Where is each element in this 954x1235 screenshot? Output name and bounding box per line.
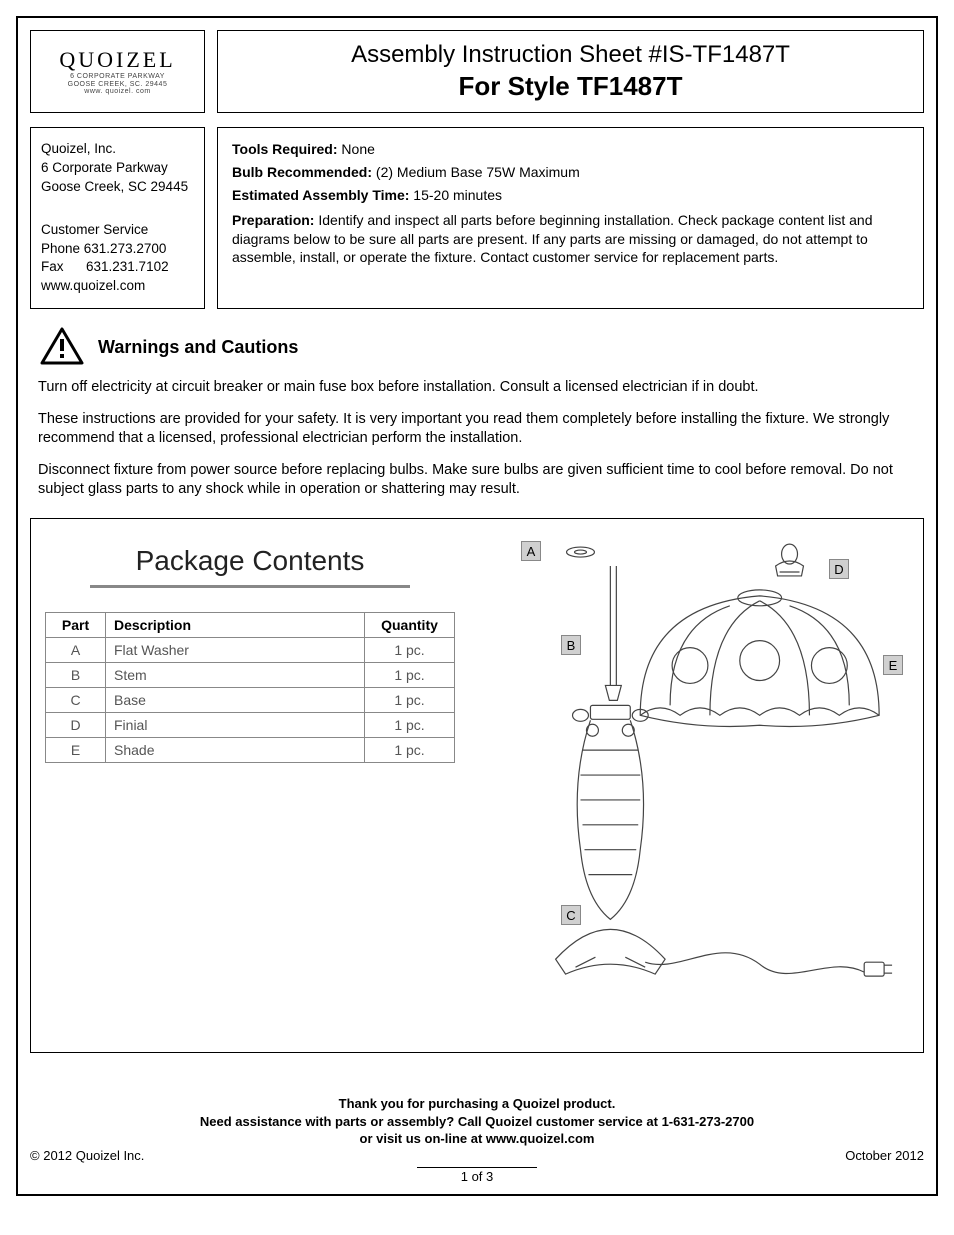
- cell-qty: 1 pc.: [365, 688, 455, 713]
- prep-label: Preparation:: [232, 212, 318, 228]
- parts-table: Part Description Quantity A Flat Washer …: [45, 612, 455, 763]
- bulb-line: Bulb Recommended: (2) Medium Base 75W Ma…: [232, 163, 909, 182]
- bulb-val: (2) Medium Base 75W Maximum: [376, 164, 580, 180]
- time-line: Estimated Assembly Time: 15-20 minutes: [232, 186, 909, 205]
- cell-qty: 1 pc.: [365, 638, 455, 663]
- footer-l3: or visit us on-line at www.quoizel.com: [30, 1130, 924, 1148]
- time-label: Estimated Assembly Time:: [232, 187, 413, 203]
- table-row: E Shade 1 pc.: [46, 738, 455, 763]
- col-part: Part: [46, 613, 106, 638]
- label-b: B: [561, 635, 581, 655]
- cell-desc: Shade: [106, 738, 365, 763]
- table-row: B Stem 1 pc.: [46, 663, 455, 688]
- package-section: Package Contents Part Description Quanti…: [30, 518, 924, 1053]
- company-fax: Fax 631.231.7102: [41, 258, 194, 277]
- brand-url: www. quoizel. com: [84, 88, 150, 96]
- col-qty: Quantity: [365, 613, 455, 638]
- diagram-svg: [471, 535, 909, 1035]
- table-row: D Finial 1 pc.: [46, 713, 455, 738]
- warn-p1: Turn off electricity at circuit breaker …: [38, 378, 916, 398]
- cell-desc: Flat Washer: [106, 638, 365, 663]
- brand-name: QUOIZEL: [59, 47, 175, 73]
- cell-part: D: [46, 713, 106, 738]
- page: QUOIZEL 6 CORPORATE PARKWAY GOOSE CREEK,…: [16, 16, 938, 1196]
- title-line1: Assembly Instruction Sheet #IS-TF1487T: [226, 41, 915, 69]
- brand-addr2: GOOSE CREEK, SC. 29445: [68, 81, 168, 89]
- cell-desc: Base: [106, 688, 365, 713]
- table-head-row: Part Description Quantity: [46, 613, 455, 638]
- warn-p3: Disconnect fixture from power source bef…: [38, 461, 916, 500]
- company-box: Quoizel, Inc. 6 Corporate Parkway Goose …: [30, 127, 205, 309]
- footer-l2: Need assistance with parts or assembly? …: [30, 1113, 924, 1131]
- info-row: Quoizel, Inc. 6 Corporate Parkway Goose …: [30, 127, 924, 309]
- tools-line: Tools Required: None: [232, 140, 909, 159]
- tools-label: Tools Required:: [232, 141, 341, 157]
- footer-date: October 2012: [845, 1148, 924, 1163]
- time-val: 15-20 minutes: [413, 187, 502, 203]
- cell-part: E: [46, 738, 106, 763]
- company-phone: Phone 631.273.2700: [41, 240, 194, 259]
- company-addr2: Goose Creek, SC 29445: [41, 178, 194, 197]
- cell-part: A: [46, 638, 106, 663]
- package-diagram: A B C D E: [471, 535, 909, 1038]
- cell-part: C: [46, 688, 106, 713]
- bulb-label: Bulb Recommended:: [232, 164, 376, 180]
- warnings-head: Warnings and Cautions: [34, 327, 920, 368]
- footer-center: Thank you for purchasing a Quoizel produ…: [30, 1095, 924, 1148]
- page-number: 1 of 3: [417, 1167, 537, 1184]
- footer-l1: Thank you for purchasing a Quoizel produ…: [30, 1095, 924, 1113]
- copyright-text: 2012 Quoizel Inc.: [43, 1148, 144, 1163]
- package-rule: [90, 585, 410, 588]
- cell-qty: 1 pc.: [365, 738, 455, 763]
- footer: Thank you for purchasing a Quoizel produ…: [30, 1095, 924, 1184]
- warnings-body: Turn off electricity at circuit breaker …: [34, 378, 920, 500]
- warnings-title: Warnings and Cautions: [98, 337, 298, 358]
- cell-qty: 1 pc.: [365, 663, 455, 688]
- brand-addr1: 6 CORPORATE PARKWAY: [70, 73, 165, 81]
- copyright-icon: ©: [30, 1148, 40, 1163]
- title-line2: For Style TF1487T: [226, 71, 915, 102]
- prep-line: Preparation: Identify and inspect all pa…: [232, 211, 909, 268]
- package-title: Package Contents: [45, 545, 455, 577]
- title-box: Assembly Instruction Sheet #IS-TF1487T F…: [217, 30, 924, 113]
- label-d: D: [829, 559, 849, 579]
- logo-box: QUOIZEL 6 CORPORATE PARKWAY GOOSE CREEK,…: [30, 30, 205, 113]
- prep-val: Identify and inspect all parts before be…: [232, 212, 873, 266]
- label-a: A: [521, 541, 541, 561]
- label-e: E: [883, 655, 903, 675]
- table-row: C Base 1 pc.: [46, 688, 455, 713]
- cell-qty: 1 pc.: [365, 713, 455, 738]
- cell-desc: Finial: [106, 713, 365, 738]
- header-row: QUOIZEL 6 CORPORATE PARKWAY GOOSE CREEK,…: [30, 30, 924, 113]
- col-desc: Description: [106, 613, 365, 638]
- tools-val: None: [341, 141, 374, 157]
- package-left: Package Contents Part Description Quanti…: [45, 535, 455, 1038]
- footer-row: © 2012 Quoizel Inc. October 2012: [30, 1148, 924, 1163]
- label-c: C: [561, 905, 581, 925]
- company-name: Quoizel, Inc.: [41, 140, 194, 159]
- company-url: www.quoizel.com: [41, 277, 194, 296]
- cell-part: B: [46, 663, 106, 688]
- warning-icon: [40, 327, 84, 368]
- table-row: A Flat Washer 1 pc.: [46, 638, 455, 663]
- warn-p2: These instructions are provided for your…: [38, 410, 916, 449]
- company-svc: Customer Service: [41, 221, 194, 240]
- company-addr1: 6 Corporate Parkway: [41, 159, 194, 178]
- info-box: Tools Required: None Bulb Recommended: (…: [217, 127, 924, 309]
- warnings-section: Warnings and Cautions Turn off electrici…: [34, 327, 920, 500]
- footer-copyright: © 2012 Quoizel Inc.: [30, 1148, 144, 1163]
- cell-desc: Stem: [106, 663, 365, 688]
